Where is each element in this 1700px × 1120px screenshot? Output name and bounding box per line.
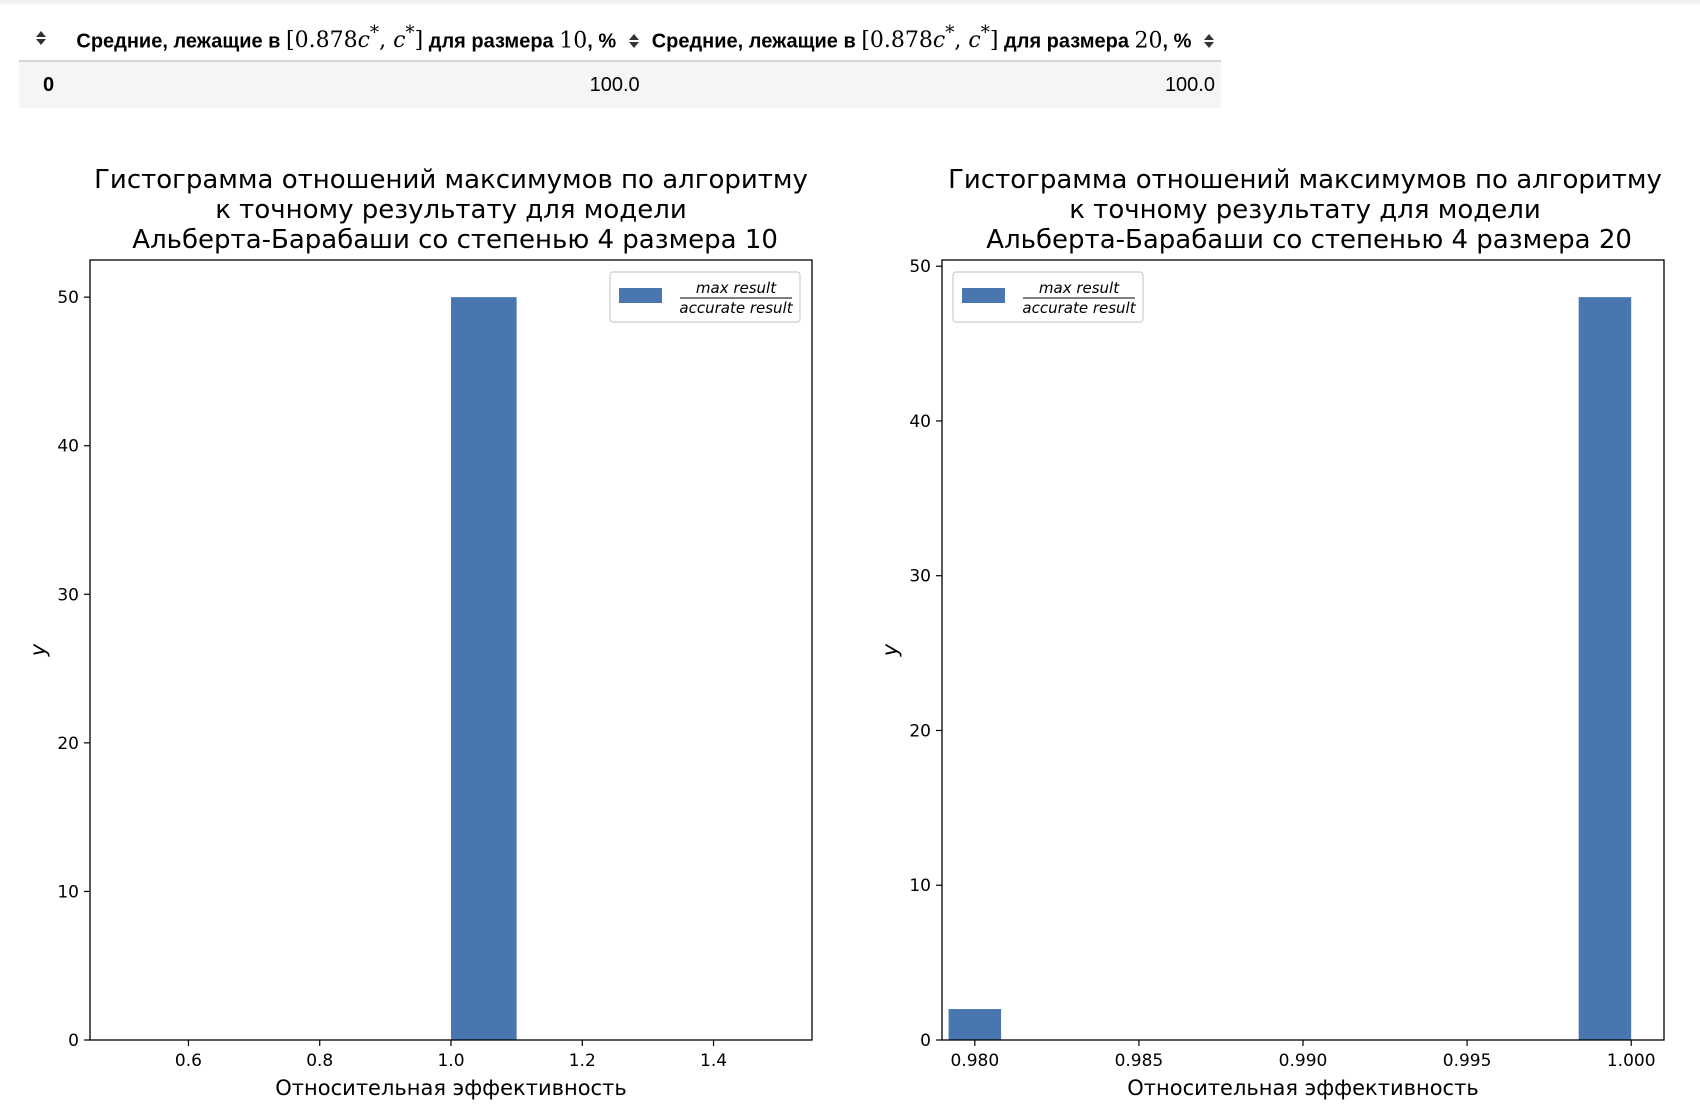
x-tick-label: 0.990 [1279, 1051, 1328, 1071]
column-header-size-10[interactable]: Средние, лежащие в [0.878c*, c*] для раз… [70, 16, 646, 62]
sort-icon[interactable] [1203, 33, 1215, 49]
chart-title-line: к точному результату для модели [215, 195, 687, 225]
legend-denominator: accurate result [679, 299, 793, 317]
histogram-bar [948, 1009, 1002, 1040]
y-tick-label: 30 [909, 567, 931, 587]
y-tick-label: 10 [57, 882, 79, 902]
results-table: Средние, лежащие в [0.878c*, c*] для раз… [19, 16, 1221, 108]
y-tick-label: 20 [57, 734, 79, 754]
x-tick-label: 1.4 [700, 1051, 727, 1071]
table-row: 0 100.0 100.0 [19, 61, 1221, 108]
x-tick-label: 1.2 [569, 1051, 596, 1071]
x-tick-label: 0.980 [950, 1051, 999, 1071]
x-axis-label: Относительная эффективность [275, 1076, 626, 1100]
legend: max result accurate result [609, 271, 801, 323]
sort-icon[interactable] [628, 33, 640, 49]
column-header-unit: , % [1162, 30, 1192, 53]
y-tick-label: 0 [68, 1031, 79, 1051]
y-tick-label: 20 [909, 721, 931, 741]
x-tick-label: 0.985 [1115, 1051, 1164, 1071]
y-tick-label: 30 [57, 585, 79, 605]
y-tick-label: 0 [920, 1031, 931, 1051]
chart-title: Гистограмма отношений максимумов по алго… [94, 165, 808, 255]
x-tick-label: 0.6 [175, 1051, 202, 1071]
y-tick-label: 50 [909, 257, 931, 277]
histogram-bar [451, 297, 517, 1041]
x-tick-label: 0.8 [306, 1051, 333, 1071]
table-header-row: Средние, лежащие в [0.878c*, c*] для раз… [19, 16, 1221, 62]
interval-math: [0.878c*, c*] [861, 22, 999, 54]
chart-title-line: Гистограмма отношений максимумов по алго… [948, 165, 1662, 195]
chart-svg: Гистограмма отношений максимумов по алго… [26, 165, 813, 1100]
x-tick-label: 0.995 [1443, 1051, 1492, 1071]
interval-math: [0.878c*, c*] [286, 22, 424, 54]
chart-title-line: к точному результату для модели [1069, 195, 1541, 225]
plot-frame [941, 259, 1665, 1041]
legend-swatch [619, 288, 662, 303]
column-header-size-20[interactable]: Средние, лежащие в [0.878c*, c*] для раз… [645, 16, 1221, 62]
y-tick-label: 40 [57, 437, 79, 457]
x-tick-label: 1.000 [1607, 1051, 1656, 1071]
y-axis-label: y [878, 643, 902, 657]
column-header-text: Средние, лежащие в [651, 30, 862, 53]
y-axis-label: y [26, 643, 50, 657]
table-cell: 100.0 [645, 61, 1221, 108]
index-header[interactable] [19, 16, 71, 62]
chart-title-line: Альберта-Барабаши со степенью 4 размера … [124, 225, 778, 255]
legend: max result accurate result [952, 271, 1144, 323]
chart-title-line: Альберта-Барабаши со степенью 4 размера … [978, 225, 1632, 255]
column-header-unit: , % [587, 30, 617, 53]
chart-title: Гистограмма отношений максимумов по алго… [948, 165, 1662, 255]
x-tick-label: 1.0 [437, 1051, 464, 1071]
y-tick-label: 40 [909, 412, 931, 432]
column-header-text: Средние, лежащие в [76, 30, 287, 53]
row-index: 0 [19, 61, 71, 108]
column-header-text: для размера [423, 30, 560, 53]
histogram-size-10: Гистограмма отношений максимумов по алго… [0, 150, 850, 1110]
column-header-text: для размера [998, 30, 1135, 53]
histogram-size-20: Гистограмма отношений максимумов по алго… [850, 150, 1700, 1110]
x-axis-label: Относительная эффективность [1127, 1076, 1478, 1100]
legend-box [609, 271, 801, 323]
size-math: 10 [559, 28, 588, 54]
top-shadow [0, 0, 1700, 6]
size-math: 20 [1134, 28, 1163, 54]
chart-svg: Гистограмма отношений максимумов по алго… [878, 165, 1665, 1100]
legend-numerator: max result [1039, 279, 1120, 297]
chart-title-line: Гистограмма отношений максимумов по алго… [94, 165, 808, 195]
y-tick-label: 50 [57, 288, 79, 308]
legend-box [952, 271, 1144, 323]
legend-swatch [962, 288, 1005, 303]
legend-denominator: accurate result [1022, 299, 1136, 317]
table-cell: 100.0 [70, 61, 646, 108]
histogram-bar [1578, 297, 1632, 1041]
sort-icon[interactable] [35, 30, 47, 46]
legend-numerator: max result [696, 279, 777, 297]
y-tick-label: 10 [909, 876, 931, 896]
